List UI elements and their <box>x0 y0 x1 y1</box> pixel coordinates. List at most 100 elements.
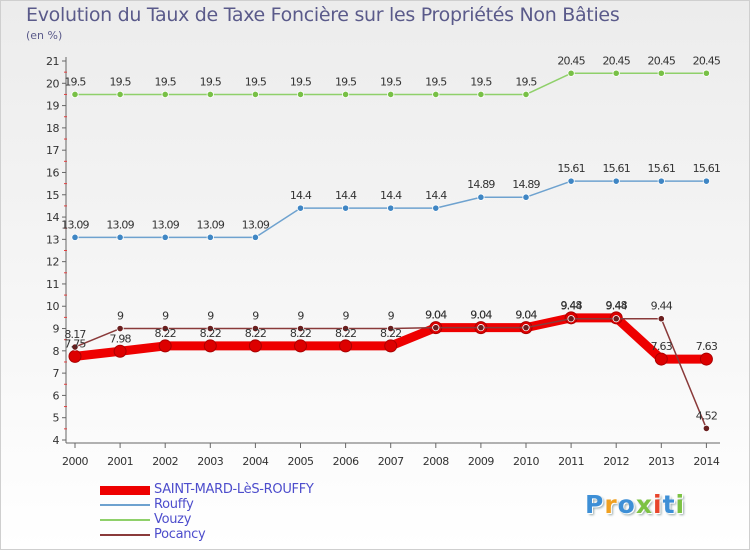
data-point-vouzy <box>296 90 305 99</box>
data-label-vouzy: 19.5 <box>290 75 312 88</box>
data-label-rouffy: 15.61 <box>602 162 630 175</box>
data-label-vouzy: 19.5 <box>515 75 537 88</box>
data-label-vouzy: 19.5 <box>200 75 222 88</box>
data-label-rouffy: 14.4 <box>380 189 402 202</box>
data-point-saint-mard <box>699 352 713 366</box>
data-label-rouffy: 13.09 <box>151 218 179 231</box>
y-tick-label: 21 <box>46 55 59 68</box>
y-tick-label: 6 <box>53 389 60 402</box>
data-point-vouzy <box>612 69 620 77</box>
data-point-vouzy <box>702 69 711 77</box>
data-label-vouzy: 19.5 <box>470 75 492 88</box>
x-tick-label: 2004 <box>242 455 268 468</box>
legend-label-rouffy: Rouffy <box>154 497 194 512</box>
data-label-saint-mard-l-s-rouffy: 9.04 <box>470 309 492 322</box>
data-label-saint-mard-l-s-rouffy: 9.04 <box>515 309 537 322</box>
data-label-pocancy: 9 <box>388 310 395 323</box>
data-label-pocancy: 9.44 <box>651 300 673 313</box>
x-tick-label: 2010 <box>513 455 539 468</box>
data-point-pocancy <box>432 324 440 332</box>
data-point-pocancy <box>71 343 79 351</box>
logo-letter-r: r <box>604 490 618 519</box>
data-point-rouffy <box>612 177 620 185</box>
data-point-rouffy <box>71 233 79 241</box>
data-label-rouffy: 15.61 <box>557 162 585 175</box>
data-label-pocancy: 9 <box>252 310 259 323</box>
data-point-rouffy <box>477 193 485 201</box>
data-label-saint-mard-l-s-rouffy: 8.22 <box>200 327 221 340</box>
x-tick-label: 2006 <box>333 455 359 468</box>
y-tick-label: 19 <box>46 100 59 113</box>
data-label-saint-mard-l-s-rouffy: 8.22 <box>290 327 311 340</box>
legend-label-vouzy: Vouzy <box>154 512 192 527</box>
x-tick-label: 2007 <box>378 455 404 468</box>
data-label-rouffy: 14.89 <box>467 178 495 191</box>
y-tick-label: 15 <box>46 189 59 202</box>
data-point-saint-mard <box>158 339 172 353</box>
data-point-pocancy <box>387 324 395 333</box>
data-point-vouzy <box>432 90 440 99</box>
data-label-vouzy: 19.5 <box>425 75 447 88</box>
data-point-saint-mard <box>654 352 668 366</box>
data-point-rouffy <box>341 204 350 212</box>
x-tick-label: 2008 <box>423 455 449 468</box>
data-point-rouffy <box>296 204 305 212</box>
data-label-rouffy: 14.4 <box>425 189 447 202</box>
y-tick-label: 5 <box>53 412 60 425</box>
y-tick-label: 10 <box>46 300 59 313</box>
logo-letter-i: i <box>653 490 663 519</box>
data-label-pocancy: 9 <box>297 310 304 323</box>
legend-label-pocancy: Pocancy <box>154 527 206 542</box>
data-point-vouzy <box>71 90 79 99</box>
data-point-pocancy <box>251 324 259 333</box>
logo-letter-t: t <box>662 490 676 519</box>
data-label-rouffy: 15.61 <box>648 162 676 175</box>
data-point-pocancy <box>612 315 620 323</box>
data-point-pocancy <box>161 324 169 333</box>
data-point-saint-mard <box>294 339 307 353</box>
data-point-rouffy <box>522 193 530 201</box>
x-tick-label: 2014 <box>693 455 719 468</box>
x-tick-label: 2005 <box>288 455 314 468</box>
data-label-saint-mard-l-s-rouffy: 7.63 <box>696 340 718 353</box>
data-point-pocancy <box>567 315 575 323</box>
data-label-vouzy: 19.5 <box>245 75 267 88</box>
data-point-vouzy <box>161 90 169 99</box>
x-tick-label: 2002 <box>152 455 178 468</box>
legend-swatch-pocancy <box>100 534 150 536</box>
data-point-rouffy <box>432 204 440 212</box>
data-label-pocancy: 9 <box>162 310 169 323</box>
data-label-rouffy: 14.4 <box>335 189 357 202</box>
legend-swatch-vouzy <box>100 519 150 521</box>
data-label-vouzy: 20.45 <box>693 54 721 67</box>
logo-letter-x: x <box>635 490 653 519</box>
data-label-pocancy: 9 <box>117 310 124 323</box>
x-tick-label: 2013 <box>648 455 674 468</box>
data-point-rouffy <box>657 177 665 185</box>
y-axis-unit-label: (en %) <box>26 29 63 42</box>
data-point-rouffy <box>387 204 395 212</box>
data-label-vouzy: 19.5 <box>155 75 177 88</box>
data-label-rouffy: 13.09 <box>61 218 89 231</box>
data-point-pocancy <box>477 324 485 332</box>
y-tick-label: 17 <box>46 144 59 157</box>
logo-letter-i2: i <box>675 490 686 519</box>
data-label-saint-mard-l-s-rouffy: 9.04 <box>425 309 447 322</box>
data-point-vouzy <box>116 90 124 99</box>
data-point-pocancy <box>522 324 530 332</box>
y-tick-label: 16 <box>46 166 59 179</box>
y-tick-label: 14 <box>46 211 59 224</box>
data-label-saint-mard-l-s-rouffy: 9.48 <box>606 299 628 312</box>
data-point-vouzy <box>341 90 350 99</box>
data-point-pocancy <box>702 424 711 433</box>
data-point-vouzy <box>387 90 395 99</box>
data-label-saint-mard-l-s-rouffy: 8.22 <box>335 327 356 340</box>
data-label-pocancy: 9.04 <box>470 309 492 322</box>
data-point-pocancy <box>206 324 214 333</box>
data-label-vouzy: 20.45 <box>557 54 585 67</box>
data-point-saint-mard <box>248 339 262 353</box>
logo-letter-p: P <box>585 490 605 519</box>
data-label-vouzy: 19.5 <box>335 75 357 88</box>
proxiti-logo: Proxiti <box>585 490 685 519</box>
